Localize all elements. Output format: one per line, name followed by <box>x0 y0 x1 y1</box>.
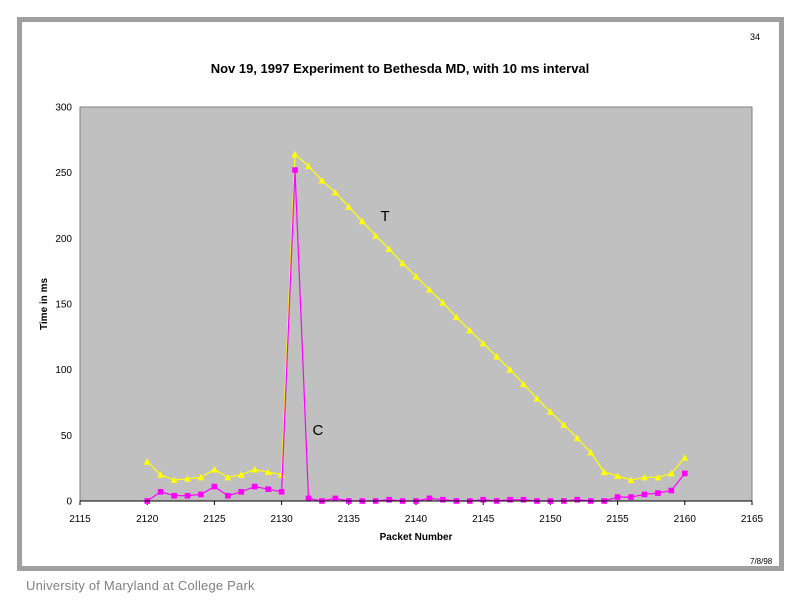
series-t-point <box>224 473 232 481</box>
series-c-point <box>184 492 191 499</box>
series-t-point <box>251 465 259 473</box>
series-t-point <box>291 150 299 158</box>
series-c-point <box>292 167 298 173</box>
series-t-point <box>399 259 407 267</box>
x-tick-label: 2135 <box>338 514 361 525</box>
series-t-point <box>331 188 339 196</box>
y-axis-label: Time in ms <box>39 278 50 330</box>
series-t-point <box>546 408 554 415</box>
series-c-point <box>251 483 258 490</box>
x-tick-label: 2155 <box>606 514 629 525</box>
series-c-point <box>426 495 433 502</box>
slide-date: 7/8/98 <box>750 557 773 566</box>
plot-area <box>79 106 753 502</box>
series-t-point <box>493 353 501 360</box>
footer-institution: University of Maryland at College Park <box>26 578 255 593</box>
series-t-point <box>654 473 662 481</box>
series-c-point <box>332 495 339 502</box>
series-c-point <box>278 489 285 495</box>
y-tick-label: 50 <box>61 431 73 442</box>
series-t-point <box>439 299 447 306</box>
series-c-point <box>614 494 621 500</box>
series-label-t: T <box>381 208 390 225</box>
series-c-point <box>520 496 527 503</box>
series-t-point <box>278 471 286 478</box>
x-tick-label: 2125 <box>203 514 226 525</box>
x-tick-label: 2145 <box>472 514 495 525</box>
series-c-point <box>225 492 231 499</box>
chart-title: Nov 19, 1997 Experiment to Bethesda MD, … <box>211 61 590 76</box>
series-t-point <box>304 162 312 170</box>
slide-number: 34 <box>750 32 761 42</box>
series-t-point <box>600 468 608 476</box>
x-tick-label: 2160 <box>674 514 697 525</box>
series-t-point <box>358 217 366 225</box>
series-t-point <box>412 272 420 280</box>
x-axis-label: Packet Number <box>380 532 453 543</box>
series-c-point <box>198 491 204 498</box>
series-c-point <box>641 491 648 498</box>
series-t-point <box>264 468 272 476</box>
series-t-point <box>170 476 178 483</box>
series-t-point <box>681 454 689 461</box>
series-c-point <box>574 496 581 503</box>
series-c-point <box>171 492 177 499</box>
series-t-point <box>573 434 581 441</box>
series-c-point <box>668 487 675 494</box>
series-t-point <box>667 469 675 477</box>
x-tick-label: 2165 <box>741 514 764 525</box>
y-tick-label: 150 <box>55 300 72 311</box>
y-tick-label: 300 <box>55 103 72 114</box>
series-t-point <box>184 475 192 482</box>
series-c-point <box>265 486 271 492</box>
series-c-point <box>480 496 486 503</box>
y-tick-label: 250 <box>55 168 72 179</box>
series-t-point <box>318 177 326 184</box>
series-c-point <box>157 489 164 495</box>
series-c-point <box>682 470 688 477</box>
series-c-point <box>628 494 634 500</box>
x-tick-label: 2120 <box>136 514 159 525</box>
x-tick-label: 2150 <box>539 514 562 525</box>
y-tick-label: 100 <box>55 365 72 376</box>
series-c-point <box>386 496 392 503</box>
y-tick-label: 0 <box>66 497 72 508</box>
series-t-point <box>385 245 393 252</box>
series-t-point <box>237 471 245 478</box>
y-tick-label: 200 <box>55 234 72 245</box>
series-t-point <box>560 421 568 428</box>
series-t-point <box>466 326 474 334</box>
series-t-point <box>627 476 635 483</box>
series-t-point <box>533 395 541 402</box>
x-tick-label: 2115 <box>69 514 91 525</box>
series-t-point <box>345 203 353 210</box>
series-c-point <box>440 496 446 503</box>
series-t-point <box>197 473 205 481</box>
series-t-point <box>479 339 487 347</box>
series-c-point <box>507 496 513 503</box>
series-t-point <box>425 286 433 293</box>
series-t-point <box>640 473 648 481</box>
x-tick-label: 2140 <box>405 514 428 525</box>
series-t-point <box>372 232 380 239</box>
series-c-point <box>305 495 312 502</box>
series-t-point <box>520 380 528 388</box>
series-t-point <box>210 465 218 473</box>
series-t-point <box>587 448 595 456</box>
series-t-point <box>157 471 165 478</box>
series-label-c: C <box>312 422 323 439</box>
series-t-point <box>143 458 151 465</box>
series-c-point <box>238 489 245 495</box>
series-c-point <box>655 490 661 496</box>
x-tick-label: 2130 <box>270 514 293 525</box>
series-c-point <box>211 483 218 490</box>
series-t-point <box>614 472 622 480</box>
series-t-point <box>506 366 514 373</box>
series-t-point <box>452 313 460 321</box>
